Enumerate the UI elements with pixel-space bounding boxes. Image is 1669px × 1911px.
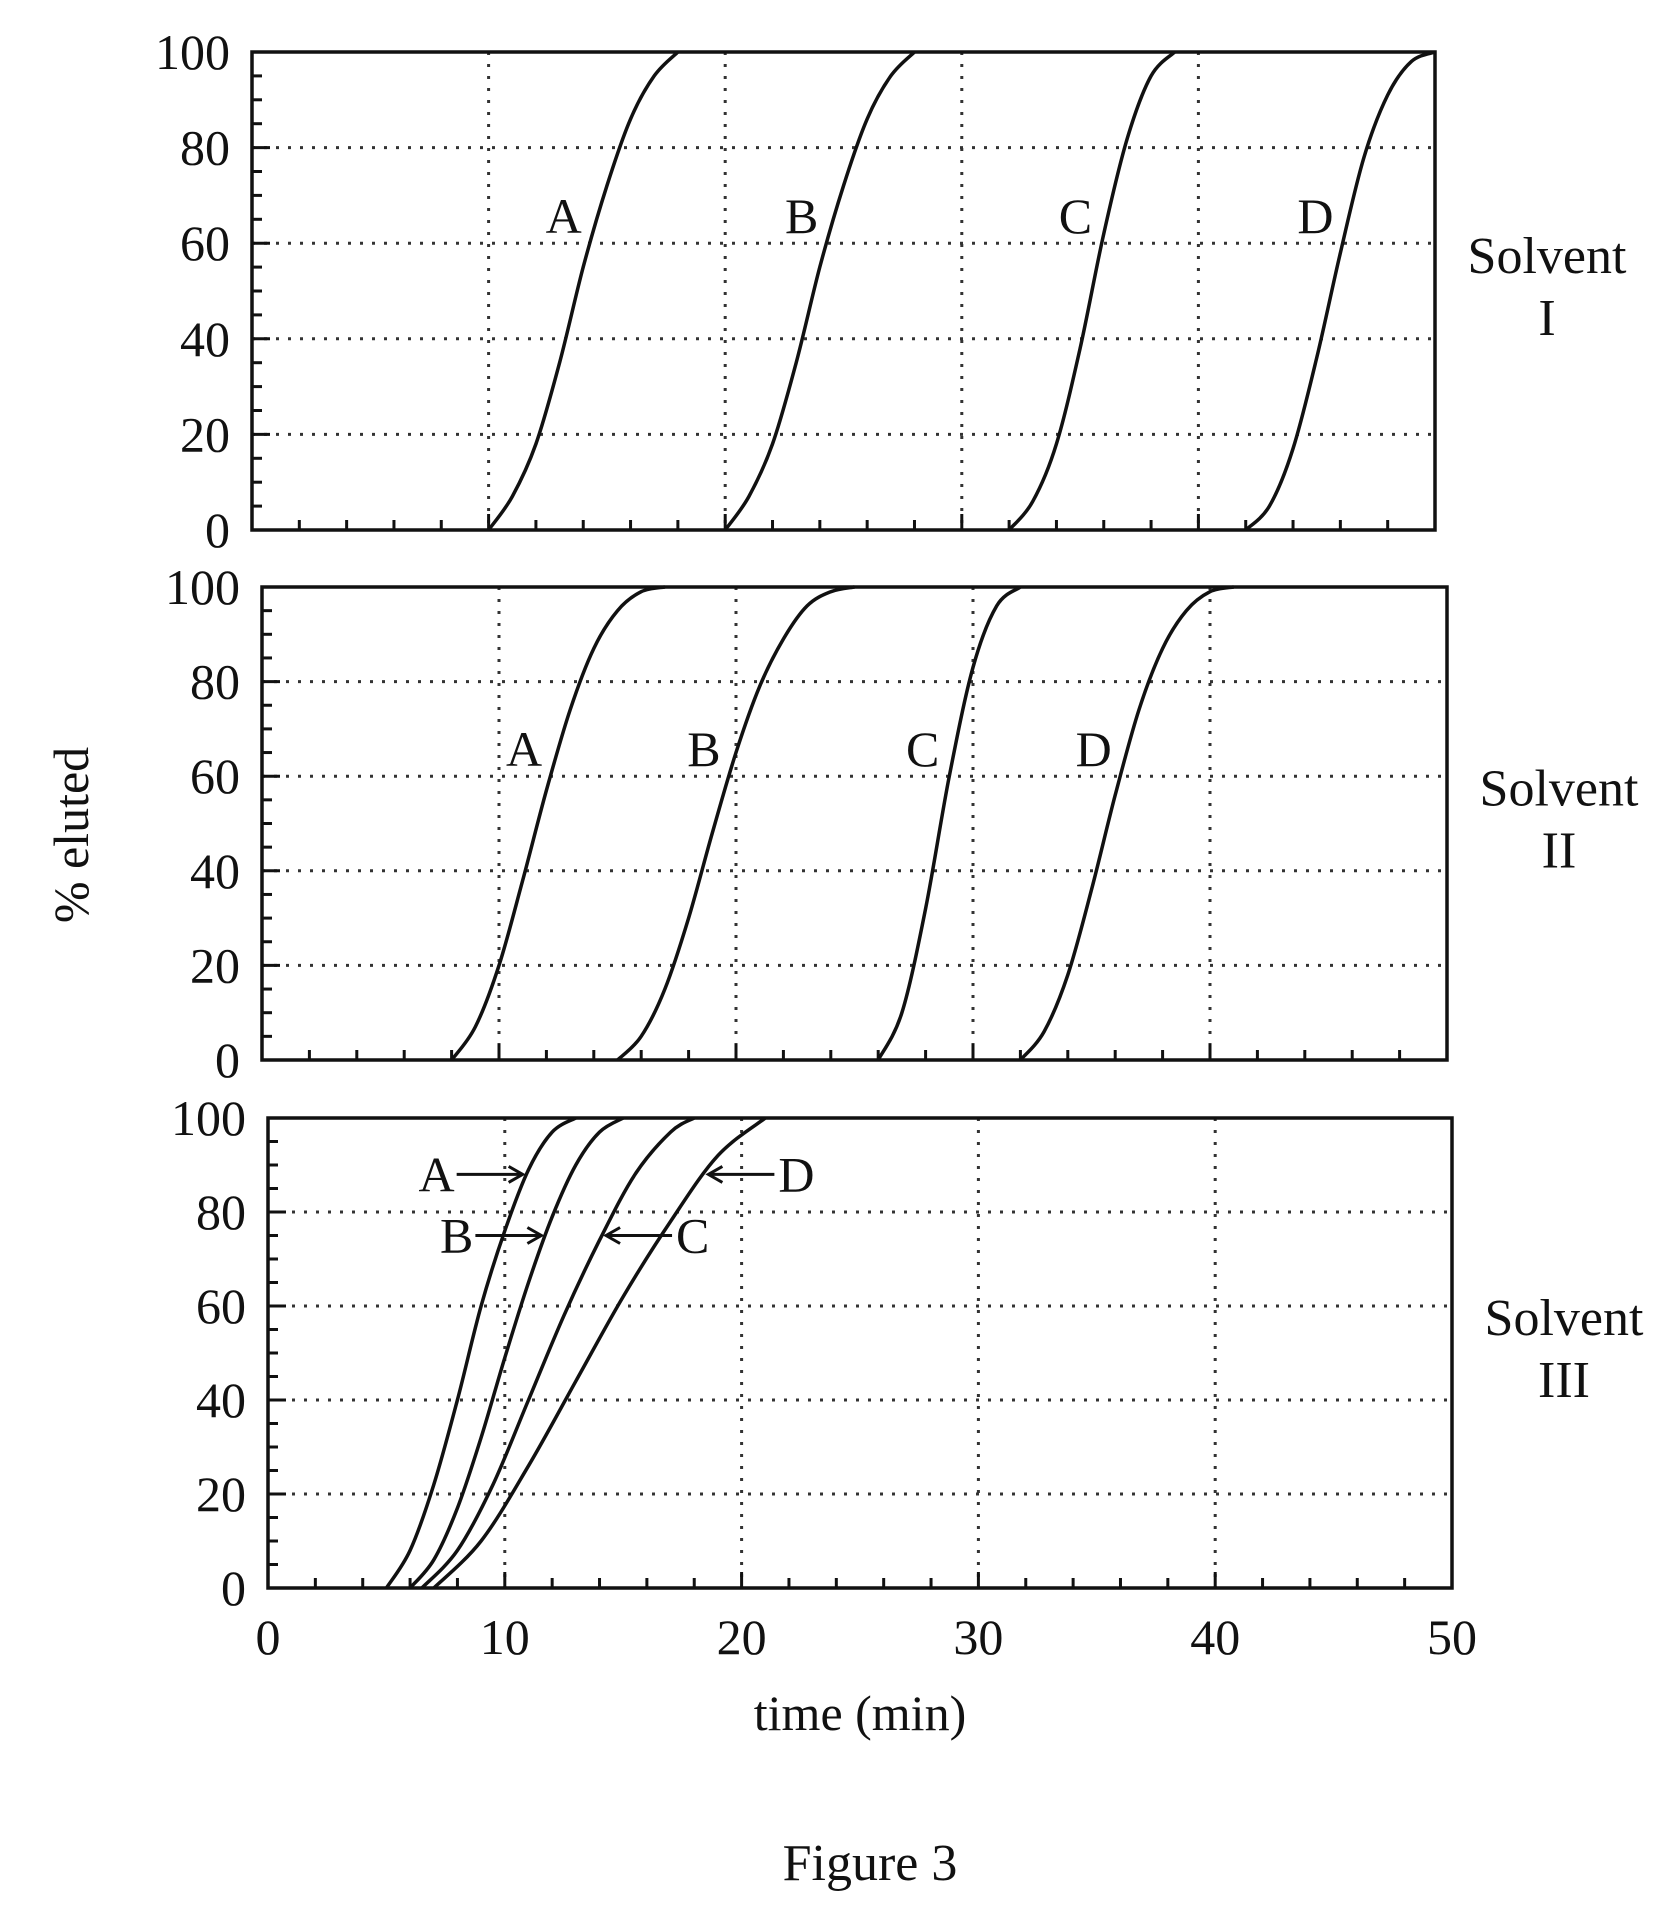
curve-label-d: D xyxy=(1076,721,1112,777)
y-tick-label: 20 xyxy=(180,406,230,462)
solvent-label: Solvent I xyxy=(1468,228,1627,347)
y-tick-label: 0 xyxy=(221,1560,246,1616)
y-tick-label: 100 xyxy=(165,559,240,615)
callout-a: A xyxy=(419,1146,526,1202)
elution-curve-b xyxy=(616,585,855,1062)
solvent-label-numeral: III xyxy=(1538,1352,1590,1409)
x-tick-label: 50 xyxy=(1427,1609,1477,1665)
solvent-label-numeral: I xyxy=(1538,290,1555,347)
solvent-label-word: Solvent xyxy=(1480,761,1639,818)
y-tick-label: 0 xyxy=(205,502,230,558)
y-tick-label: 40 xyxy=(190,843,240,899)
y-tick-label: 80 xyxy=(180,120,230,176)
callout-arrowhead xyxy=(705,1165,724,1184)
x-tick-label: 40 xyxy=(1190,1609,1240,1665)
elution-curve-a xyxy=(384,1116,577,1589)
y-tick-label: 20 xyxy=(196,1466,246,1522)
curve-label-b: B xyxy=(687,721,720,777)
x-tick-label: 30 xyxy=(953,1609,1003,1665)
callout-arrowhead xyxy=(507,1165,526,1184)
plot-frame xyxy=(260,585,1449,1062)
elution-curve-a xyxy=(450,585,666,1062)
y-tick-label: 20 xyxy=(190,937,240,993)
chart-panel-top: 0 20 40 60 80 100 Solvent I A B C D xyxy=(155,24,1627,558)
elution-curve-c xyxy=(420,1116,696,1590)
elution-curve-b xyxy=(408,1116,625,1590)
solvent-label-word: Solvent xyxy=(1485,1290,1644,1347)
y-axis-title: % eluted xyxy=(43,747,99,923)
y-tick-label: 100 xyxy=(155,24,230,80)
solvent-label-numeral: II xyxy=(1542,823,1577,880)
y-tick-label: 40 xyxy=(180,311,230,367)
x-tick-label: 20 xyxy=(717,1609,767,1665)
elution-curve-d xyxy=(1244,50,1436,532)
elution-curve-c xyxy=(1007,50,1176,532)
y-tick-label: 60 xyxy=(196,1278,246,1334)
y-tick-label: 40 xyxy=(196,1372,246,1428)
curve-label-a: A xyxy=(506,721,542,777)
y-tick-label: 0 xyxy=(215,1032,240,1088)
y-tick-label: 60 xyxy=(180,215,230,271)
elution-curve-d xyxy=(432,1116,767,1590)
curve-label-c: C xyxy=(906,721,939,777)
callout-label-d: D xyxy=(778,1146,814,1202)
solvent-label-word: Solvent xyxy=(1468,228,1627,285)
callout-arrowhead xyxy=(603,1226,621,1245)
chart-panel-bottom: 0 20 40 60 80 100 0 10 20 30 40 50 Solvent III AB C D xyxy=(171,1090,1644,1665)
callout-arrowhead xyxy=(526,1226,545,1245)
plot-frame xyxy=(250,50,1437,532)
callout-c: C xyxy=(603,1208,709,1264)
elution-curve-c xyxy=(876,585,1022,1061)
solvent-label: Solvent II xyxy=(1480,761,1639,880)
x-tick-label: 10 xyxy=(480,1609,530,1665)
y-tick-label: 100 xyxy=(171,1090,246,1146)
elution-curve-d xyxy=(1019,585,1235,1062)
callout-d: D xyxy=(705,1146,814,1202)
callout-label-b: B xyxy=(440,1208,473,1264)
chart-panel-middle: 0 20 40 60 80 100 Solvent II A B C D xyxy=(165,559,1639,1088)
x-tick-label: 0 xyxy=(256,1609,281,1665)
y-tick-label: 60 xyxy=(190,748,240,804)
curve-label-d: D xyxy=(1297,188,1333,244)
elution-curve-b xyxy=(723,50,916,532)
x-axis-title: time (min) xyxy=(754,1685,966,1741)
y-tick-label: 80 xyxy=(190,654,240,710)
elution-curve-a xyxy=(487,50,680,532)
curve-label-c: C xyxy=(1059,188,1092,244)
callout-label-a: A xyxy=(419,1146,455,1202)
callout-label-c: C xyxy=(676,1208,709,1264)
callout-b: B xyxy=(440,1208,545,1264)
curve-label-a: A xyxy=(546,188,582,244)
y-tick-label: 80 xyxy=(196,1184,246,1240)
solvent-label: Solvent III xyxy=(1485,1290,1644,1409)
curve-label-b: B xyxy=(785,188,818,244)
figure-caption: Figure 3 xyxy=(783,1835,958,1892)
